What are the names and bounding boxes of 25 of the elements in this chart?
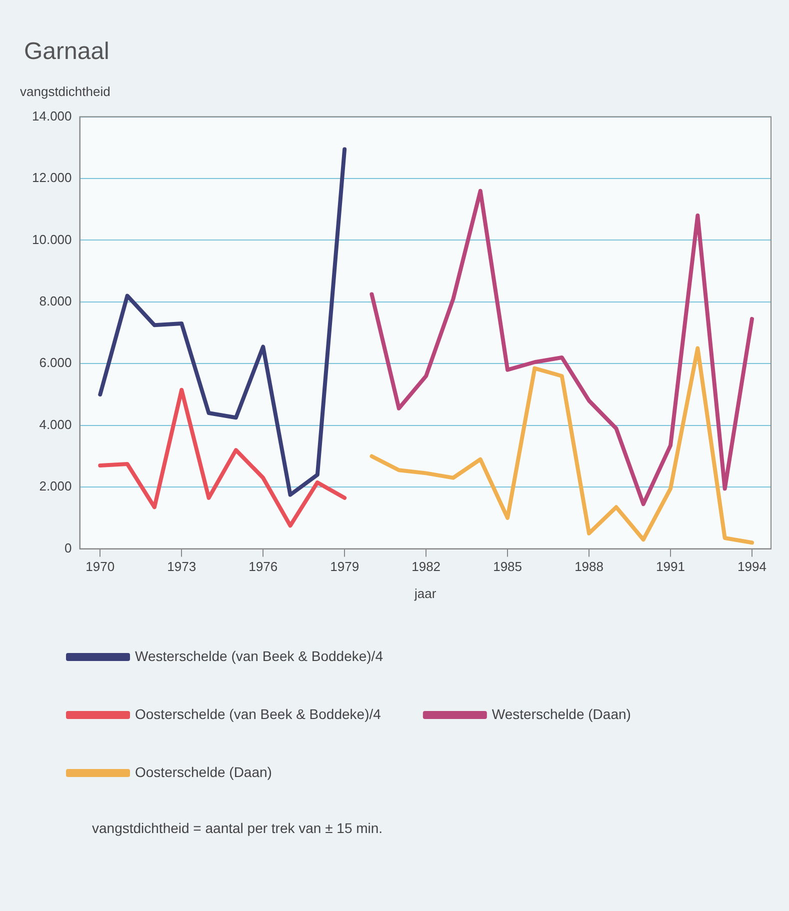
- chart-title: Garnaal: [24, 38, 110, 66]
- y-tick-label: 4.000: [39, 416, 72, 432]
- y-tick-label: 14.000: [32, 108, 72, 124]
- x-tick-label: 1985: [493, 559, 522, 574]
- x-axis-title: jaar: [414, 586, 437, 601]
- y-tick-label: 8.000: [39, 294, 72, 309]
- x-tick-label: 1988: [574, 559, 604, 574]
- x-tick-label: 1982: [412, 559, 441, 574]
- y-tick-label: 2.000: [39, 478, 72, 494]
- y-axis-title: vangstdichtheid: [20, 84, 110, 99]
- x-tick-label: 1976: [248, 559, 278, 574]
- y-tick-label: 12.000: [32, 170, 72, 186]
- legend-label: Westerschelde (Daan): [492, 706, 631, 722]
- legend-label: Oosterschelde (Daan): [135, 764, 272, 780]
- text: vangstdichtheid = aantal per trek van ± 15 min.: [92, 820, 384, 836]
- x-tick-label: 1979: [330, 559, 360, 574]
- legend-label: Westerschelde (van Beek & Boddeke)/4: [135, 648, 384, 664]
- y-tick-label: 0: [64, 540, 72, 556]
- x-tick-label: 1994: [738, 559, 766, 574]
- x-tick-label: 1973: [167, 559, 196, 574]
- y-tick-label: 10.000: [32, 232, 72, 247]
- x-tick-label: 1970: [86, 559, 115, 574]
- legend-label: Oosterschelde (van Beek & Boddeke)/4: [135, 706, 382, 722]
- y-tick-label: 6.000: [39, 355, 72, 370]
- x-tick-label: 1991: [656, 559, 685, 574]
